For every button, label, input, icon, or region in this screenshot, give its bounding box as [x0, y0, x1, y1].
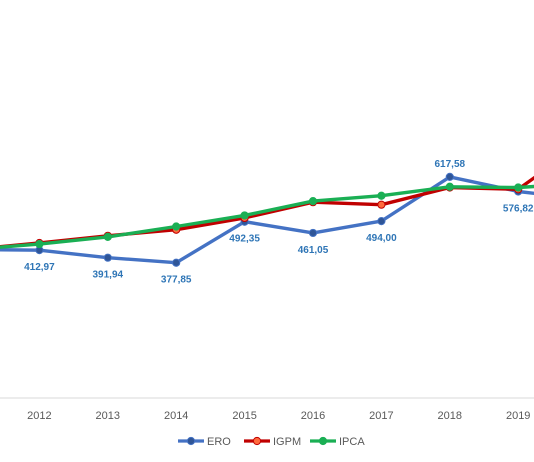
data-point-ipca [35, 239, 44, 249]
series-line-igpm [0, 175, 534, 249]
x-tick-label: 2016 [301, 410, 325, 422]
x-tick-label: 2014 [164, 410, 188, 422]
data-point-ipca [308, 197, 318, 206]
data-label: 492,35 [229, 234, 260, 245]
series-line-ero [0, 175, 534, 265]
x-tick-label: 2017 [369, 410, 393, 422]
legend-marker [318, 436, 328, 446]
data-point-ero [445, 172, 454, 182]
plot-area [0, 172, 534, 267]
data-point-ero [172, 258, 181, 267]
legend-label: IPCA [339, 436, 365, 448]
data-point-ipca [172, 222, 181, 231]
legend-marker [186, 436, 196, 446]
series-ipca [0, 182, 534, 249]
x-tick-label: 2015 [232, 410, 256, 422]
legend-label: IGPM [273, 436, 301, 448]
data-label: 461,05 [298, 245, 329, 256]
data-label: 391,94 [93, 270, 124, 281]
data-label: 576,82 [503, 203, 534, 214]
legend-marker [252, 436, 262, 446]
x-tick-label: 2012 [27, 410, 51, 422]
data-point-ipca [240, 211, 249, 220]
data-point-ipca [103, 232, 112, 241]
data-label: 412,97 [24, 262, 55, 273]
data-point-ipca [445, 182, 454, 191]
x-tick-label: 2013 [96, 410, 120, 422]
legend-label: ERO [207, 436, 231, 448]
x-tick-label: 2019 [506, 410, 530, 422]
data-point-ero [103, 253, 112, 262]
data-label: 494,00 [366, 233, 397, 244]
data-label: 617,58 [435, 159, 466, 170]
data-point-ipca [514, 183, 523, 192]
legend-item-igpm: IGPM [244, 436, 301, 448]
data-point-igpm [377, 200, 386, 209]
data-point-ero [377, 217, 386, 226]
legend: ERO IGPM IPCA [178, 436, 365, 448]
data-labels: 412,97 391,94 377,85 492,35 461,05 494,00 617,… [24, 159, 534, 286]
series-line-ipca [0, 184, 534, 249]
legend-item-ero: ERO [178, 436, 231, 448]
x-axis: 2011201220132014201520162017201820192020 [0, 397, 534, 422]
legend-item-ipca: IPCA [310, 436, 365, 448]
data-point-ipca [377, 191, 386, 200]
series-igpm [0, 175, 534, 249]
x-tick-label: 2018 [438, 410, 462, 422]
data-label: 377,85 [161, 275, 192, 286]
data-point-ero [308, 228, 318, 238]
